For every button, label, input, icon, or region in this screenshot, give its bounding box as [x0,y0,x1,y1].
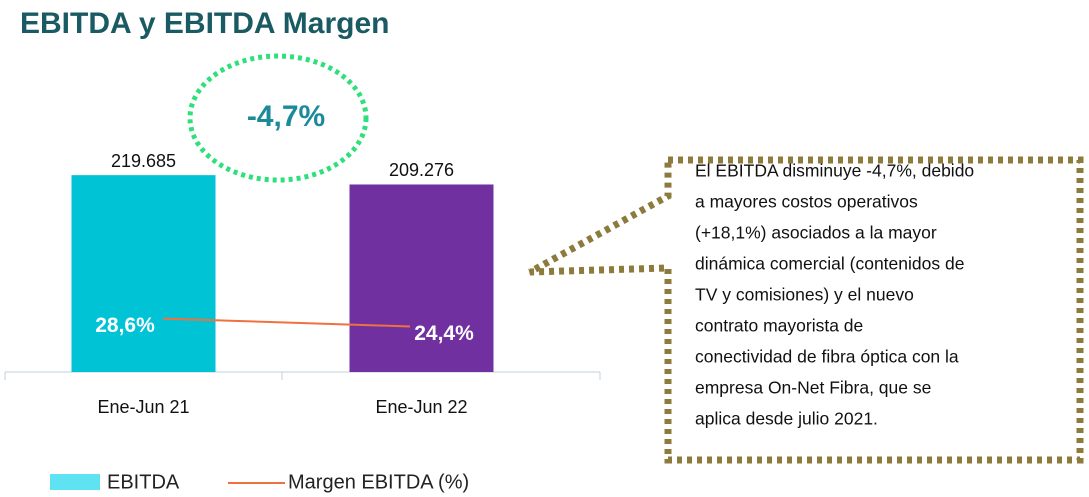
data-label: 219.685 [111,151,176,171]
legend-label: EBITDA [107,471,180,493]
legend-swatch [50,474,100,490]
callout-text: empresa On-Net Fibra, que se [695,378,931,398]
callout-text: dinámica comercial (contenidos de [695,254,964,274]
callout-text: contrato mayorista de [695,316,863,336]
callout-text: (+18,1%) asociados a la mayor [695,223,937,243]
bar [71,175,216,372]
data-label: 209.276 [389,160,454,180]
x-tick-label: Ene-Jun 21 [97,397,189,417]
callout-text: aplica desde julio 2021. [695,409,878,429]
bar [349,184,494,372]
callout-text: a mayores costos operativos [695,192,918,212]
legend-label: Margen EBITDA (%) [288,471,469,493]
annotation: -4,7% [247,100,325,133]
margin-line [162,317,411,328]
callout-text: conectividad de fibra óptica con la [695,347,959,367]
callout-text: El EBITDA disminuye -4,7%, debido [695,161,974,181]
x-tick-label: Ene-Jun 22 [375,397,467,417]
chart-title: EBITDA y EBITDA Margen [20,7,389,40]
annotation-ellipse [187,53,369,183]
callout-box [528,156,1084,464]
callout-text: TV y comisiones) y el nuevo [695,285,914,305]
data-label: 28,6% [95,314,155,337]
data-label: 24,4% [414,322,474,345]
